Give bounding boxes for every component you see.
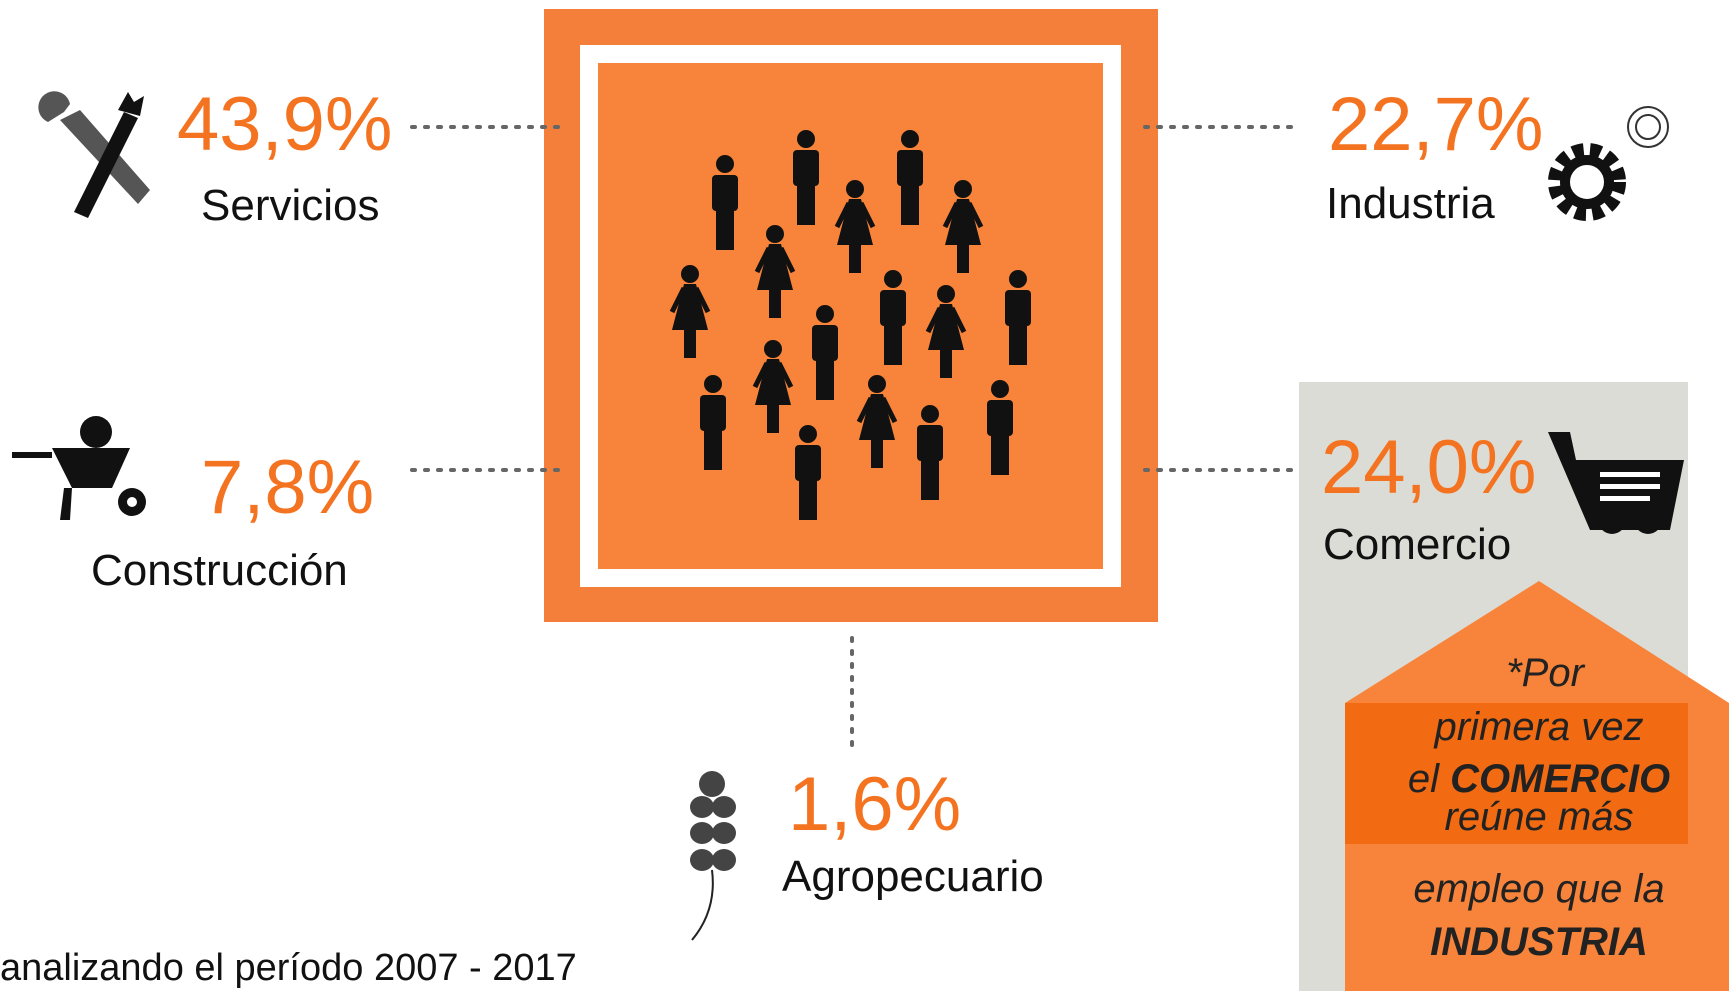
- note-line: empleo que la: [1413, 867, 1664, 911]
- person-part: [716, 155, 734, 173]
- sector-value: 22,7%: [1328, 82, 1544, 167]
- person-part: [712, 175, 738, 211]
- sector-label: Construcción: [91, 546, 348, 595]
- person-part: [880, 290, 906, 326]
- person-part: [700, 395, 726, 431]
- person-part: [884, 270, 902, 288]
- person-part: [793, 150, 819, 186]
- gear-icon: [1557, 107, 1668, 212]
- person-part: [937, 285, 955, 303]
- person-part: [954, 180, 972, 198]
- person-part: [987, 400, 1013, 436]
- person-part: [846, 180, 864, 198]
- person-part: [681, 265, 699, 283]
- person-part: [799, 478, 817, 520]
- sector-label: Industria: [1326, 179, 1495, 228]
- person-part: [957, 243, 969, 273]
- note-line: reúne más: [1445, 795, 1634, 839]
- person-part: [684, 328, 696, 358]
- person-part: [940, 348, 952, 378]
- sector-label: Servicios: [201, 181, 380, 230]
- note-line: *Por: [1506, 651, 1585, 695]
- person-part: [1009, 323, 1027, 365]
- person-part: [797, 130, 815, 148]
- note-emphasis: INDUSTRIA: [1430, 920, 1648, 964]
- footer: analizando el período 2007 - 2017: [0, 947, 577, 989]
- person-part: [767, 403, 779, 433]
- person-part: [897, 150, 923, 186]
- infographic: 43,9% Servicios 22,7% Industria 7,8% Con…: [0, 0, 1731, 991]
- person-part: [991, 380, 1009, 398]
- note-line: primera vez: [1434, 705, 1644, 749]
- person-part: [849, 243, 861, 273]
- person-part: [704, 428, 722, 470]
- person-part: [716, 208, 734, 250]
- person-part: [795, 445, 821, 481]
- person-part: [1005, 290, 1031, 326]
- person-part: [769, 288, 781, 318]
- person-part: [797, 183, 815, 225]
- person-part: [917, 425, 943, 461]
- person-part: [766, 225, 784, 243]
- person-part: [871, 438, 883, 468]
- person-part: [812, 325, 838, 361]
- sector-label: Agropecuario: [782, 852, 1044, 901]
- person-part: [816, 305, 834, 323]
- person-part: [991, 433, 1009, 475]
- plant-icon: [690, 771, 736, 940]
- person-part: [884, 323, 902, 365]
- person-part: [901, 183, 919, 225]
- sector-value: 7,8%: [201, 445, 374, 530]
- sector-label: Comercio: [1323, 520, 1511, 569]
- person-part: [921, 458, 939, 500]
- note-word: el: [1408, 757, 1440, 801]
- person-part: [921, 405, 939, 423]
- wheelbarrow-icon: [12, 416, 146, 520]
- wrench-icon: [38, 91, 150, 218]
- sector-value: 1,6%: [788, 762, 961, 847]
- person-part: [799, 425, 817, 443]
- person-part: [1009, 270, 1027, 288]
- person-part: [816, 358, 834, 400]
- person-part: [764, 340, 782, 358]
- person-part: [704, 375, 722, 393]
- sector-value: 24,0%: [1321, 425, 1537, 510]
- person-part: [868, 375, 886, 393]
- person-part: [901, 130, 919, 148]
- sector-value: 43,9%: [177, 82, 393, 167]
